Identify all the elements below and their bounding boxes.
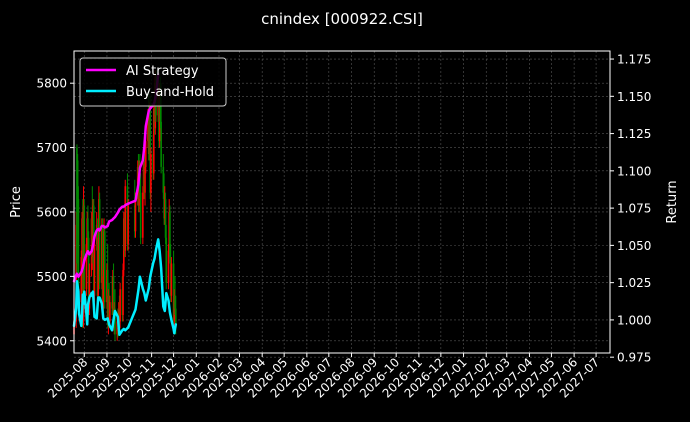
candle-body bbox=[142, 192, 144, 238]
candle-body bbox=[93, 244, 96, 296]
series-line-buy-and-hold bbox=[72, 238, 178, 337]
candle-body bbox=[112, 276, 115, 322]
candle-body bbox=[144, 166, 146, 193]
candle-body bbox=[162, 166, 165, 193]
candle-body bbox=[144, 141, 147, 167]
y-left-tick-label: 5700 bbox=[36, 141, 67, 155]
y-right-tick-label: 1.150 bbox=[617, 90, 651, 104]
candle-body bbox=[134, 199, 137, 232]
y-right-tick-label: 1.175 bbox=[617, 53, 651, 67]
legend-label-buy-and-hold: Buy-and-Hold bbox=[126, 85, 214, 100]
candle-body bbox=[172, 263, 175, 322]
candle-body bbox=[160, 121, 162, 167]
candle-body bbox=[87, 218, 89, 238]
candle-body bbox=[164, 199, 167, 238]
candle-body bbox=[139, 173, 141, 193]
y-left-tick-label: 5500 bbox=[36, 270, 67, 284]
candle-body bbox=[83, 205, 86, 290]
y-axis-left-label: Price bbox=[9, 186, 24, 218]
series-lines bbox=[72, 72, 178, 337]
y-right-tick-label: 1.000 bbox=[617, 313, 651, 327]
candle-body bbox=[97, 250, 99, 296]
y-right-tick-label: 1.050 bbox=[617, 239, 651, 253]
candle-body bbox=[127, 205, 129, 245]
y-right-tick-label: 1.125 bbox=[617, 127, 651, 141]
candle-body bbox=[76, 160, 79, 200]
candle-body bbox=[98, 199, 101, 283]
candle-body bbox=[101, 224, 104, 309]
legend-label-ai-strategy: AI Strategy bbox=[126, 64, 199, 79]
candle-body bbox=[88, 269, 91, 309]
candle-body bbox=[102, 276, 105, 309]
legend-box bbox=[79, 57, 227, 107]
y-right-tick-label: 0.975 bbox=[617, 351, 651, 365]
candle-body bbox=[150, 154, 152, 193]
series-line-ai-strategy bbox=[72, 72, 160, 283]
y-right-tick-label: 1.100 bbox=[617, 164, 651, 178]
candle-body bbox=[122, 269, 124, 316]
y-left-tick-label: 5400 bbox=[36, 334, 67, 348]
candle-body bbox=[174, 295, 176, 309]
chart-title: cnindex [000922.CSI] bbox=[261, 10, 423, 28]
candle-body bbox=[165, 237, 168, 283]
candle-body bbox=[77, 199, 80, 309]
y-right-tick-label: 1.075 bbox=[617, 202, 651, 216]
candle-body bbox=[85, 244, 88, 290]
candle-body bbox=[109, 302, 111, 322]
candle-body bbox=[80, 257, 83, 303]
y-left-tick-label: 5600 bbox=[36, 205, 67, 219]
candle-body bbox=[103, 231, 106, 303]
candle-body bbox=[149, 108, 151, 193]
y-axis-right-label: Return bbox=[665, 180, 680, 223]
candle-body bbox=[174, 308, 177, 328]
y-right-tick-label: 1.025 bbox=[617, 276, 651, 290]
candle-body bbox=[170, 263, 173, 296]
candle-body bbox=[114, 308, 116, 335]
candle-body bbox=[169, 211, 171, 258]
candle-body bbox=[119, 289, 121, 322]
candle-body bbox=[124, 186, 127, 251]
legend: AI Strategy Buy-and-Hold bbox=[79, 57, 227, 107]
candle-body bbox=[139, 192, 142, 238]
y-left-tick-label: 5800 bbox=[36, 77, 67, 91]
plot-frame bbox=[73, 50, 611, 354]
candle-body bbox=[153, 108, 155, 174]
candle-body bbox=[76, 147, 78, 264]
candle-body bbox=[167, 250, 170, 283]
candles bbox=[73, 70, 177, 341]
